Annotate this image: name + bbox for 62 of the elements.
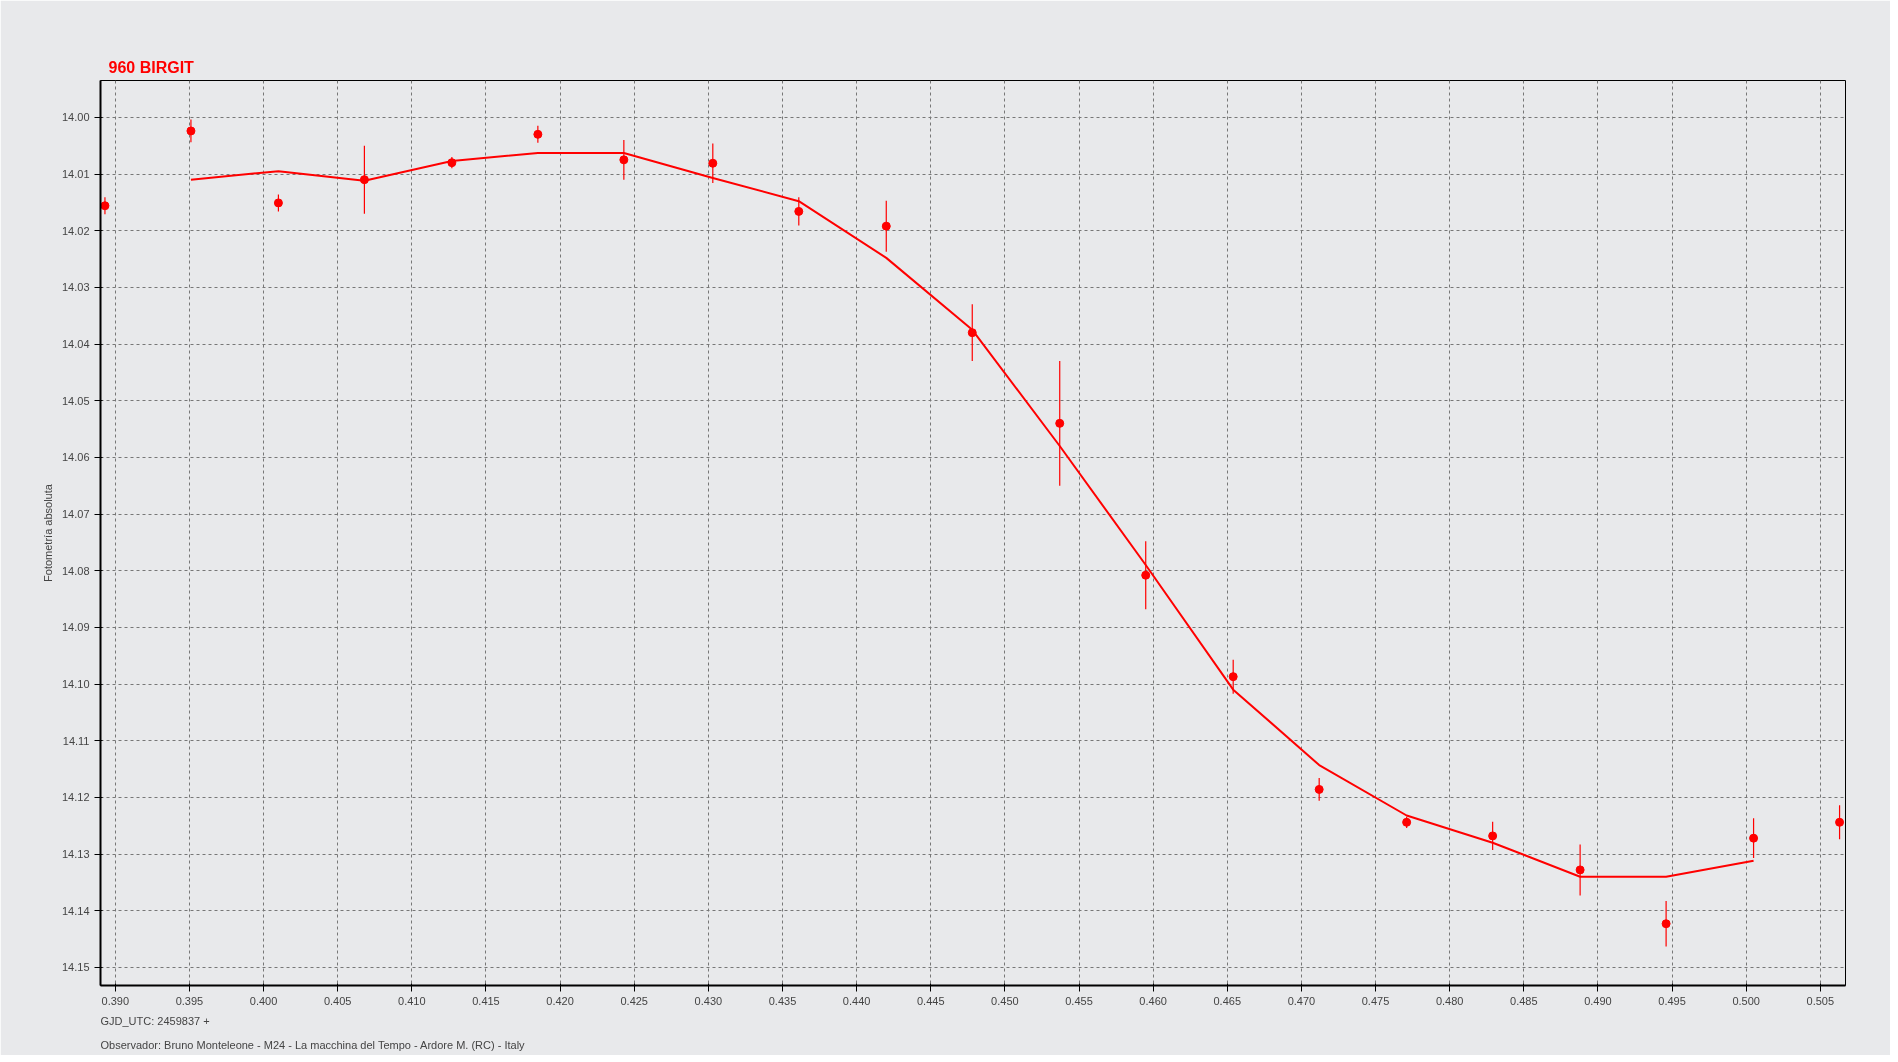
y-tick-label: 14.12 (61, 791, 90, 804)
x-tick-label: 0.460 (1139, 994, 1167, 1007)
point (533, 129, 543, 139)
y-tick-label: 14.05 (61, 394, 90, 407)
y-tick-label: 14.14 (61, 904, 90, 917)
x-tick-label: 0.455 (1065, 994, 1093, 1007)
x-tick-label: 0.430 (694, 994, 723, 1007)
point (1314, 784, 1324, 794)
y-tick-label: 14.02 (61, 224, 90, 237)
y-tick-label: 14.08 (61, 564, 90, 577)
y-tick-label: 14.09 (61, 621, 90, 634)
y-tick-label: 14.03 (61, 281, 90, 294)
point (881, 221, 891, 231)
point (1488, 831, 1498, 841)
y-tick-label: 14.01 (61, 168, 90, 180)
x-tick-label: 0.440 (842, 994, 871, 1007)
point (273, 198, 283, 208)
x-tick-label: 0.405 (323, 994, 352, 1007)
point (1055, 418, 1065, 428)
point (1749, 833, 1759, 843)
x-tick-label: 0.480 (1435, 994, 1464, 1007)
x-tick-label: 0.470 (1287, 994, 1316, 1007)
x-tick-label: 0.500 (1732, 994, 1760, 1007)
point (1141, 570, 1151, 580)
point (619, 155, 629, 165)
x-tick-label: 0.505 (1806, 994, 1835, 1007)
x-tick-label: 0.485 (1510, 994, 1538, 1007)
point (1402, 817, 1412, 827)
x-tick-label: 0.445 (916, 994, 945, 1007)
y-tick-label: 14.13 (61, 848, 90, 861)
y-tick-label: 14.11 (62, 734, 90, 747)
x-tick-label: 0.465 (1213, 994, 1242, 1007)
x-tick-label: 0.395 (175, 994, 204, 1007)
y-tick-label: 14.07 (61, 508, 90, 521)
y-tick-label: 14.06 (61, 451, 90, 464)
text: Observador: Bruno Monteleone - M24 - La macchina del Tempo - Ardore M. (RC) - Italy (100, 1038, 526, 1051)
x-tick-label: 0.475 (1361, 994, 1390, 1007)
y-axis-title: Fotometría absoluta (41, 483, 54, 582)
x-tick-label: 0.390 (101, 994, 130, 1007)
point (1835, 817, 1845, 827)
point (1661, 919, 1671, 929)
y-tick-label: 14.04 (61, 338, 90, 351)
x-tick-label: 0.415 (472, 994, 500, 1007)
x-tick-label: 0.425 (620, 994, 648, 1007)
x-tick-label: 0.410 (398, 994, 426, 1007)
x-tick-label: 0.435 (768, 994, 797, 1007)
x-tick-label: 0.450 (991, 994, 1019, 1007)
x-tick-label: 0.420 (546, 994, 574, 1007)
point (186, 126, 196, 136)
point (794, 206, 804, 216)
x-tick-label: 0.400 (249, 994, 278, 1007)
point (100, 201, 110, 211)
chart-title: 960 BIRGIT (108, 58, 195, 76)
x-tick-label: 0.490 (1584, 994, 1612, 1007)
point (1228, 672, 1238, 682)
x-tick-label: 0.495 (1658, 994, 1686, 1007)
point (1575, 865, 1585, 875)
text: GJD_UTC: 2459837 + (100, 1014, 210, 1027)
point (708, 158, 718, 168)
y-tick-label: 14.10 (61, 678, 90, 691)
y-tick-label: 14.15 (61, 961, 90, 974)
y-tick-label: 14.00 (61, 111, 90, 124)
